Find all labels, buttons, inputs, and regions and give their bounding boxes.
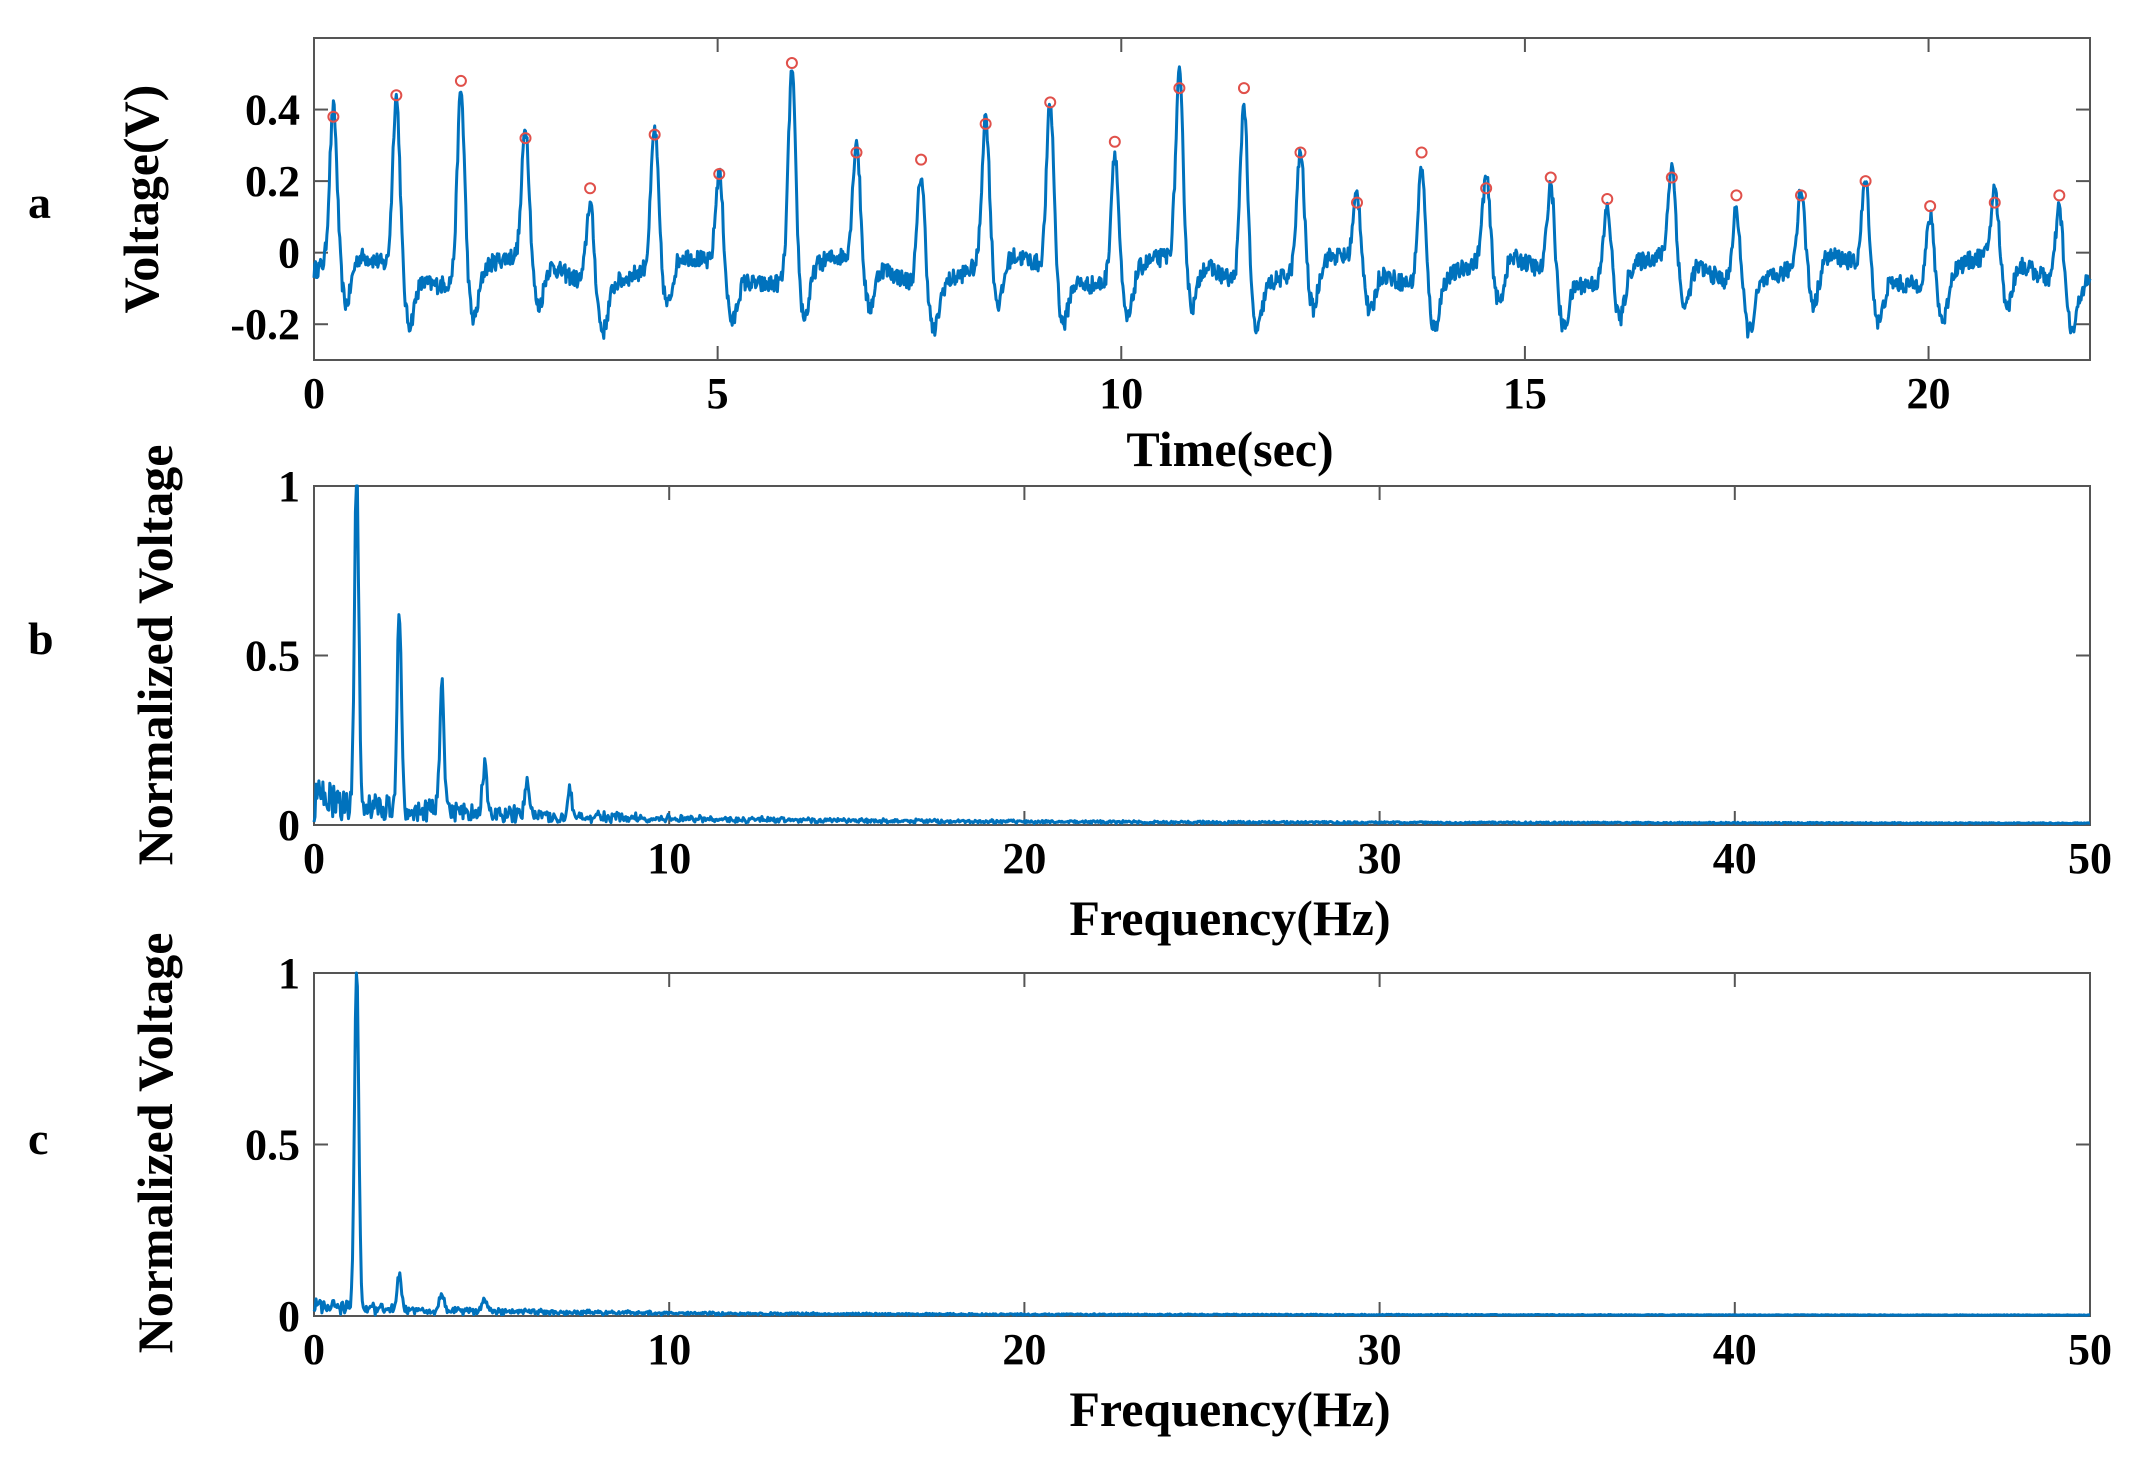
peak-marker: [1108, 135, 1121, 148]
xtick-label: 10: [1099, 369, 1143, 418]
panel-a-signal-line: [312, 65, 2092, 340]
xtick-label: 20: [1002, 834, 1046, 883]
panel-b-ytick-labels: 00.51: [245, 462, 300, 850]
xtick-label: 50: [2068, 834, 2112, 883]
panel-c-letter: c: [28, 1113, 48, 1164]
xtick-label: 30: [1358, 1325, 1402, 1374]
ytick-label: 0: [278, 229, 300, 278]
panel-b-ylabel: Normalized Voltage: [127, 445, 183, 866]
panel-c-frame: [313, 972, 2091, 1317]
peak-marker: [1601, 193, 1614, 205]
xtick-label: 10: [647, 834, 691, 883]
ytick-label: 0.2: [245, 157, 300, 206]
peak-marker: [979, 117, 992, 130]
xtick-label: 50: [2068, 1325, 2112, 1374]
peak-marker: [850, 146, 863, 159]
panel-b-ticks: [313, 485, 2091, 826]
xtick-label: 15: [1503, 369, 1547, 418]
panel-c-ytick-labels: 00.51: [245, 949, 300, 1341]
peak-marker: [1350, 196, 1363, 209]
peak-marker: [648, 128, 661, 141]
ytick-label: 1: [278, 462, 300, 511]
peak-marker: [584, 182, 597, 195]
peak-marker: [1173, 82, 1186, 95]
panel-a-frame: [313, 37, 2091, 361]
xtick-label: 0: [303, 834, 325, 883]
xtick-label: 30: [1358, 834, 1402, 883]
peak-marker: [1730, 189, 1743, 202]
xtick-label: 40: [1713, 1325, 1757, 1374]
panel-a-peak-markers: [327, 57, 2066, 213]
peak-marker: [454, 74, 467, 87]
panel-b-letter: b: [28, 613, 54, 664]
xtick-label: 5: [707, 369, 729, 418]
panel-a-ylabel: Voltage(V): [113, 85, 169, 314]
panel-a-xtick-labels: 0 5 10 15 20: [303, 369, 1951, 418]
peak-marker: [1044, 96, 1057, 109]
panel-c-ticks: [313, 972, 2091, 1317]
panel-a: a 0 5 10 15 20 -0.200.20.4 Time(sec) Voltage…: [28, 37, 2092, 477]
peak-marker: [519, 132, 532, 145]
ytick-label: 1: [278, 949, 300, 998]
peak-marker: [1480, 182, 1493, 195]
panel-c-xlabel: Frequency(Hz): [1069, 1381, 1390, 1437]
ytick-label: 0: [278, 1292, 300, 1341]
peak-marker: [1294, 146, 1307, 159]
peak-marker: [1988, 196, 2001, 209]
peak-marker: [1859, 175, 1872, 188]
panel-b-xtick-labels: 0 10 20 30 40 50: [303, 834, 2112, 883]
ytick-label: 0.4: [245, 86, 300, 135]
panel-a-ytick-labels: -0.2 0 0.2 0.4: [230, 86, 300, 350]
panel-c-xtick-labels: 0 10 20 30 40 50: [303, 1325, 2112, 1374]
ytick-label: 0.5: [245, 632, 300, 681]
xtick-label: 10: [647, 1325, 691, 1374]
panel-b-frame: [313, 485, 2091, 826]
xtick-label: 0: [303, 1325, 325, 1374]
xtick-label: 40: [1713, 834, 1757, 883]
peak-marker: [915, 153, 928, 166]
xtick-label: 0: [303, 369, 325, 418]
peak-marker: [327, 110, 340, 123]
panel-b-spectrum-line: [312, 484, 2091, 826]
panel-b: b 0 10 20 30 40 50 00.51 Frequency(Hz) Normal…: [28, 445, 2112, 946]
panel-b-xlabel: Frequency(Hz): [1069, 890, 1390, 946]
panel-c-ylabel: Normalized Voltage: [127, 933, 183, 1354]
ytick-label: -0.2: [230, 300, 300, 349]
peak-marker: [1665, 171, 1678, 184]
ytick-label: 0: [278, 801, 300, 850]
panel-a-letter: a: [28, 177, 51, 228]
peak-marker: [2053, 189, 2066, 202]
peak-marker: [1415, 146, 1428, 159]
panel-c: c 0 10 20 30 40 50 00.51 Frequency(Hz) Normal…: [28, 933, 2112, 1437]
panel-a-ticks: [313, 38, 2090, 360]
peak-marker: [1544, 171, 1557, 184]
peak-marker: [713, 167, 726, 180]
peak-marker: [785, 57, 798, 70]
xtick-label: 20: [1907, 369, 1951, 418]
peak-marker: [1924, 200, 1937, 213]
panel-c-spectrum-line: [312, 971, 2091, 1317]
xtick-label: 20: [1002, 1325, 1046, 1374]
peak-marker: [1237, 82, 1250, 95]
ytick-label: 0.5: [245, 1121, 300, 1170]
peak-marker: [390, 89, 403, 102]
panel-a-xlabel: Time(sec): [1126, 421, 1333, 477]
peak-marker: [1794, 189, 1807, 202]
